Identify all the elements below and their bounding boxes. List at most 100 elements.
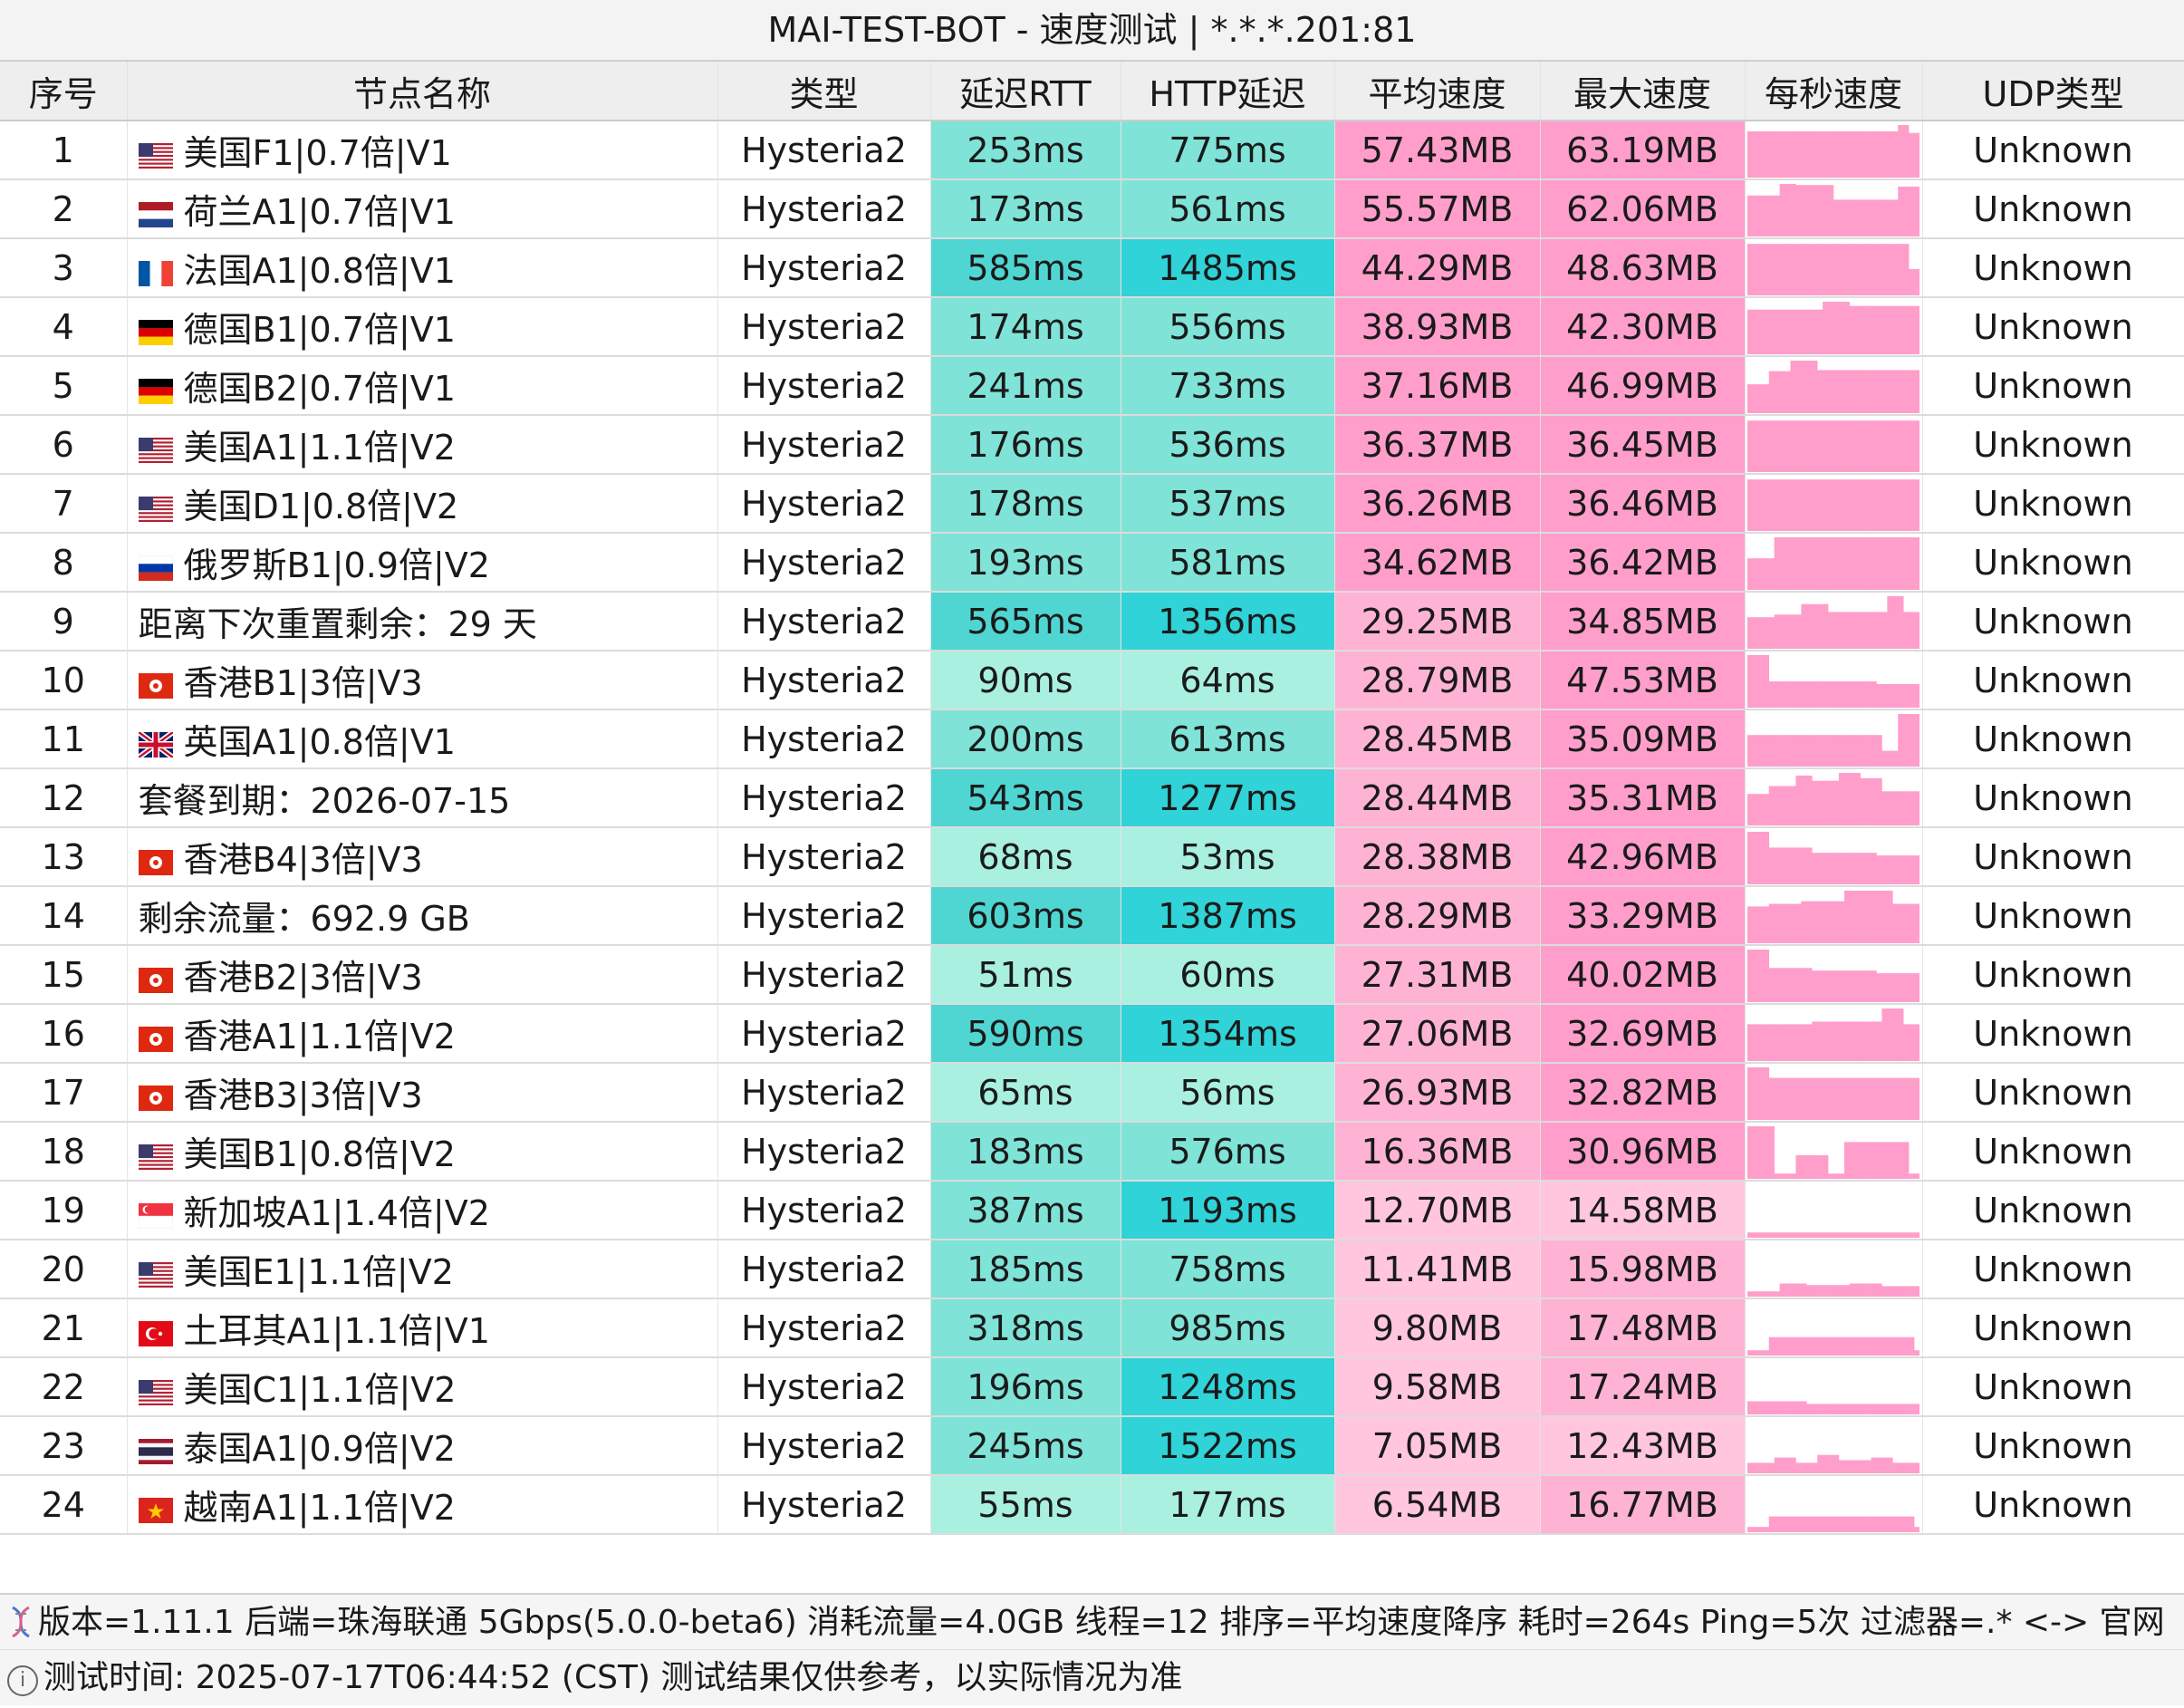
table-row[interactable]: 18 美国B1|0.8倍|V2 Hysteria2 183ms 576ms 16.36MB… — [0, 1122, 2184, 1182]
header-rtt[interactable]: 延迟RTT — [930, 62, 1121, 121]
row-rtt: 55ms — [930, 1475, 1121, 1535]
sparkline-bar — [1752, 949, 1759, 1002]
flag-th-icon — [138, 1439, 173, 1464]
sparkline-bar — [1849, 1077, 1856, 1120]
flag-sg-icon — [138, 1203, 173, 1229]
sparkline-bar — [1774, 1336, 1780, 1356]
sparkline-bar — [1914, 369, 1919, 413]
table-row[interactable]: 1 美国F1|0.7倍|V1 Hysteria2 253ms 775ms 57.43MB 6… — [0, 121, 2184, 180]
header-http-latency[interactable]: HTTP延迟 — [1121, 62, 1335, 121]
sparkline-bar — [1747, 195, 1754, 236]
row-index: 6 — [0, 415, 128, 475]
node-name-text: 美国C1|1.1倍|V2 — [183, 1370, 457, 1410]
table-row[interactable]: 13 香港B4|3倍|V3 Hysteria2 68ms 53ms 28.38MB 42.9… — [0, 827, 2184, 887]
table-row[interactable]: 21 土耳其A1|1.1倍|V1 Hysteria2 318ms 985ms 9.80MB… — [0, 1298, 2184, 1358]
sparkline-bar — [1817, 680, 1823, 708]
table-row[interactable]: 11 英国A1|0.8倍|V1 Hysteria2 200ms 613ms 28.45MB… — [0, 709, 2184, 769]
sparkline-bar — [1914, 1023, 1919, 1061]
sparkline-bar — [1774, 1077, 1780, 1120]
sparkline-bar — [1843, 1231, 1851, 1238]
row-type: Hysteria2 — [717, 945, 931, 1005]
header-type[interactable]: 类型 — [717, 62, 931, 121]
table-row[interactable]: 2 荷兰A1|0.7倍|V1 Hysteria2 173ms 561ms 55.57MB 6… — [0, 179, 2184, 239]
sparkline-bar — [1909, 1172, 1915, 1179]
sparkline-bar — [1768, 1401, 1775, 1414]
sparkline-bar — [1849, 680, 1856, 708]
sparkline-bar — [1854, 1141, 1861, 1179]
sparkline-bar — [1785, 1401, 1791, 1414]
sparkline-bar — [1806, 1462, 1813, 1473]
sparkline-bar — [1806, 478, 1813, 531]
sparkline-bar — [1854, 305, 1861, 354]
table-row[interactable]: 7 美国D1|0.8倍|V2 Hysteria2 178ms 537ms 36.26MB 3… — [0, 474, 2184, 534]
sparkline-bar — [1774, 195, 1780, 236]
sparkline-bar — [1823, 1403, 1829, 1414]
header-node-name[interactable]: 节点名称 — [127, 62, 718, 121]
row-per-second-speed — [1745, 827, 1923, 887]
header-udp-type[interactable]: UDP类型 — [1922, 62, 2184, 121]
sparkline-bar — [1828, 478, 1834, 531]
sparkline-bar — [1790, 613, 1796, 649]
table-row[interactable]: 15 香港B2|3倍|V3 Hysteria2 51ms 60ms 27.31MB 40.0… — [0, 945, 2184, 1005]
table-row[interactable]: 16 香港A1|1.1倍|V2 Hysteria2 590ms 1354ms 27.06M… — [0, 1004, 2184, 1064]
row-node-name: 法国A1|0.8倍|V1 — [127, 238, 718, 298]
sparkline-bar — [1812, 780, 1818, 825]
table-row[interactable]: 10 香港B1|3倍|V3 Hysteria2 90ms 64ms 28.79MB 47.5… — [0, 651, 2184, 710]
table-row[interactable]: 5 德国B2|0.7倍|V1 Hysteria2 241ms 733ms 37.16MB 4… — [0, 356, 2184, 416]
sparkline-bar — [1865, 1231, 1871, 1238]
sparkline-bar — [1833, 1284, 1840, 1297]
table-row[interactable]: 9 距离下次重置剩余：29 天 Hysteria2 565ms 1356ms 29.25M… — [0, 592, 2184, 651]
sparkline-bar — [1887, 305, 1893, 354]
sparkline-bar — [1881, 1516, 1888, 1532]
sparkline-bar — [1757, 831, 1765, 884]
sparkline-bar — [1860, 198, 1866, 236]
sparkline-bar — [1849, 420, 1856, 472]
sparkline-bar — [1854, 478, 1861, 531]
sparkline-bar — [1828, 1516, 1834, 1532]
sparkline-bar — [1757, 557, 1765, 590]
table-row[interactable]: 19 新加坡A1|1.4倍|V2 Hysteria2 387ms 1193ms 12.70… — [0, 1181, 2184, 1240]
table-row[interactable]: 8 俄罗斯B1|0.9倍|V2 Hysteria2 193ms 581ms 34.62MB… — [0, 533, 2184, 593]
sparkline-bar — [1903, 683, 1910, 708]
header-avg-speed[interactable]: 平均速度 — [1334, 62, 1541, 121]
table-row[interactable]: 6 美国A1|1.1倍|V2 Hysteria2 176ms 536ms 36.37MB 3… — [0, 415, 2184, 475]
sparkline-bar — [1747, 734, 1754, 767]
sparkline-bar — [1812, 420, 1818, 472]
sparkline-bar — [1903, 1023, 1910, 1061]
sparkline-bar — [1747, 1462, 1754, 1473]
sparkline-bar — [1757, 243, 1765, 295]
sparkline-bar — [1892, 903, 1899, 943]
table-row[interactable]: 14 剩余流量：692.9 GB Hysteria2 603ms 1387ms 28.29… — [0, 886, 2184, 946]
sparkline-bar — [1806, 130, 1813, 178]
row-avg-speed: 28.44MB — [1334, 768, 1541, 828]
table-row[interactable]: 22 美国C1|1.1倍|V2 Hysteria2 196ms 1248ms 9.58MB… — [0, 1357, 2184, 1417]
table-row[interactable]: 12 套餐到期：2026-07-15 Hysteria2 543ms 1277ms 28.… — [0, 768, 2184, 828]
footer-info-text: 版本=1.11.1 后端=珠海联通 5Gbps(5.0.0-beta6) 消耗流… — [38, 1604, 2165, 1641]
row-type: Hysteria2 — [717, 768, 931, 828]
table-row[interactable]: 17 香港B3|3倍|V3 Hysteria2 65ms 56ms 26.93MB 32.8… — [0, 1063, 2184, 1123]
sparkline-bar — [1909, 536, 1915, 590]
row-max-speed: 32.82MB — [1540, 1063, 1746, 1123]
sparkline-bar — [1865, 680, 1871, 708]
sparkline-bar — [1812, 901, 1818, 943]
table-row[interactable]: 24 越南A1|1.1倍|V2 Hysteria2 55ms 177ms 6.54MB 16… — [0, 1475, 2184, 1535]
sparkline-bar — [1806, 360, 1813, 413]
flag-us-icon — [138, 1144, 173, 1170]
sparkline-bar — [1854, 680, 1861, 708]
table-row[interactable]: 4 德国B1|0.7倍|V1 Hysteria2 174ms 556ms 38.93MB 4… — [0, 297, 2184, 357]
table-row[interactable]: 23 泰国A1|0.9倍|V2 Hysteria2 245ms 1522ms 7.05MB… — [0, 1416, 2184, 1476]
sparkline-bar — [1801, 967, 1807, 1002]
table-row[interactable]: 3 法国A1|0.8倍|V1 Hysteria2 585ms 1485ms 44.29MB… — [0, 238, 2184, 298]
sparkline-bar — [1823, 1231, 1829, 1238]
row-avg-speed: 26.93MB — [1334, 1063, 1541, 1123]
sparkline-bar — [1806, 420, 1813, 472]
header-per-second-speed[interactable]: 每秒速度 — [1745, 62, 1923, 121]
header-index[interactable]: 序号 — [0, 62, 128, 121]
sparkline-bar — [1812, 1077, 1818, 1120]
table-row[interactable]: 20 美国E1|1.1倍|V2 Hysteria2 185ms 758ms 11.41MB… — [0, 1240, 2184, 1299]
sparkline-bar — [1801, 243, 1807, 295]
sparkline-bar — [1752, 1066, 1759, 1120]
row-http-latency: 53ms — [1121, 827, 1335, 887]
sparkline-bar — [1849, 478, 1856, 531]
header-max-speed[interactable]: 最大速度 — [1540, 62, 1746, 121]
